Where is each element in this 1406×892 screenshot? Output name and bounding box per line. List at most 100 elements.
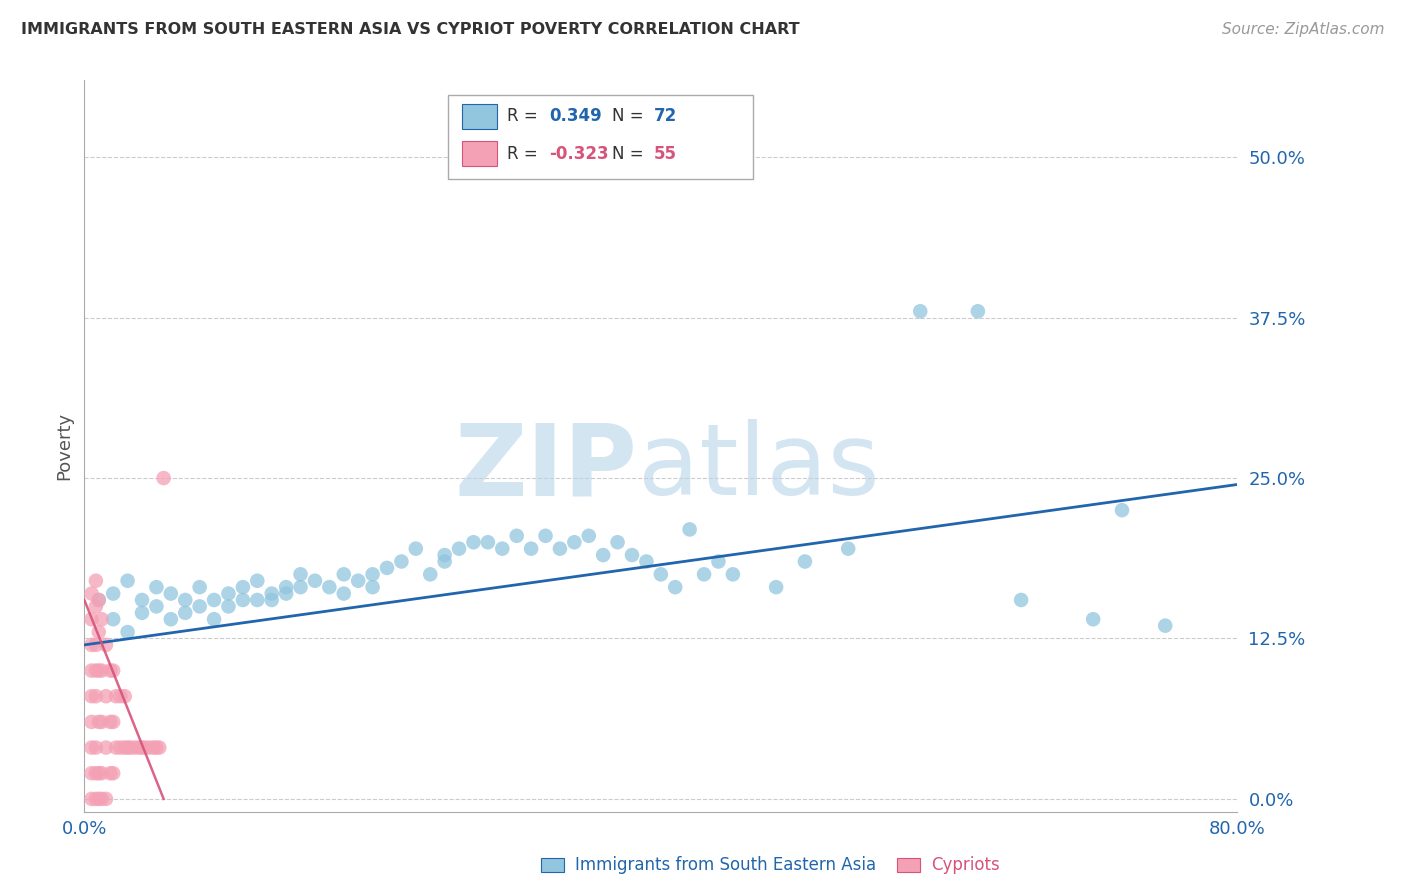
Point [1256, 150, 1278, 164]
Point [463, 535, 485, 549]
Point [419, 567, 441, 582]
Point [333, 567, 356, 582]
Point [1111, 503, 1133, 517]
Text: 55: 55 [654, 145, 678, 163]
Point [506, 529, 529, 543]
Point [103, 714, 124, 729]
Point [202, 612, 225, 626]
Point [134, 740, 156, 755]
Point [290, 580, 312, 594]
Point [188, 599, 211, 614]
Point [138, 740, 160, 755]
Point [606, 535, 628, 549]
Y-axis label: Poverty: Poverty [55, 412, 73, 480]
Point [103, 664, 124, 678]
Text: IMMIGRANTS FROM SOUTH EASTERN ASIA VS CYPRIOT POVERTY CORRELATION CHART: IMMIGRANTS FROM SOUTH EASTERN ASIA VS CY… [21, 22, 800, 37]
Point [592, 548, 614, 562]
Point [246, 574, 269, 588]
Point [87, 664, 110, 678]
Text: atlas: atlas [638, 419, 879, 516]
Point [477, 535, 499, 549]
Point [90, 766, 112, 780]
Point [90, 792, 112, 806]
Point [1083, 612, 1105, 626]
Point [80, 766, 103, 780]
Point [117, 625, 139, 640]
Point [131, 593, 153, 607]
Point [260, 593, 283, 607]
Point [548, 541, 571, 556]
Point [174, 593, 197, 607]
Point [87, 593, 110, 607]
Point [375, 561, 398, 575]
Point [276, 586, 298, 600]
Point [87, 625, 110, 640]
Point [110, 690, 132, 704]
Point [160, 586, 183, 600]
Point [361, 580, 384, 594]
Point [174, 606, 197, 620]
Text: -0.323: -0.323 [548, 145, 609, 163]
Point [114, 690, 136, 704]
Point [433, 548, 456, 562]
Point [232, 593, 254, 607]
Point [117, 574, 139, 588]
Point [90, 612, 112, 626]
Point [98, 766, 121, 780]
Point [117, 740, 139, 755]
Point [84, 740, 107, 755]
Point [520, 541, 543, 556]
Text: Cypriots: Cypriots [931, 856, 1000, 874]
Point [90, 714, 112, 729]
Point [449, 541, 471, 556]
Point [103, 586, 124, 600]
Point [80, 690, 103, 704]
Point [650, 567, 672, 582]
Text: R =: R = [506, 145, 543, 163]
Text: Source: ZipAtlas.com: Source: ZipAtlas.com [1222, 22, 1385, 37]
Point [80, 664, 103, 678]
Point [94, 690, 117, 704]
Point [1010, 593, 1032, 607]
Point [105, 740, 128, 755]
Point [218, 599, 240, 614]
Text: R =: R = [506, 107, 543, 125]
Point [84, 574, 107, 588]
Point [290, 567, 312, 582]
Point [636, 554, 658, 568]
Point [664, 580, 686, 594]
Point [491, 541, 513, 556]
Text: 0.349: 0.349 [548, 107, 602, 125]
Point [218, 586, 240, 600]
Point [98, 664, 121, 678]
Text: 72: 72 [654, 107, 678, 125]
Text: ZIP: ZIP [456, 419, 638, 516]
Point [128, 740, 150, 755]
Point [534, 529, 557, 543]
Text: N =: N = [612, 107, 650, 125]
Point [103, 766, 124, 780]
Point [145, 740, 167, 755]
Point [578, 529, 600, 543]
Point [80, 612, 103, 626]
Point [84, 599, 107, 614]
Point [347, 574, 370, 588]
Point [103, 612, 124, 626]
Point [246, 593, 269, 607]
Point [160, 612, 183, 626]
Point [87, 593, 110, 607]
Point [94, 638, 117, 652]
Point [232, 580, 254, 594]
Point [188, 580, 211, 594]
Point [124, 740, 146, 755]
Point [391, 554, 413, 568]
Point [80, 638, 103, 652]
Point [84, 690, 107, 704]
Point [707, 554, 730, 568]
Point [142, 740, 165, 755]
Point [145, 580, 167, 594]
Point [679, 523, 702, 537]
Point [80, 714, 103, 729]
Point [1154, 618, 1177, 632]
Point [94, 792, 117, 806]
